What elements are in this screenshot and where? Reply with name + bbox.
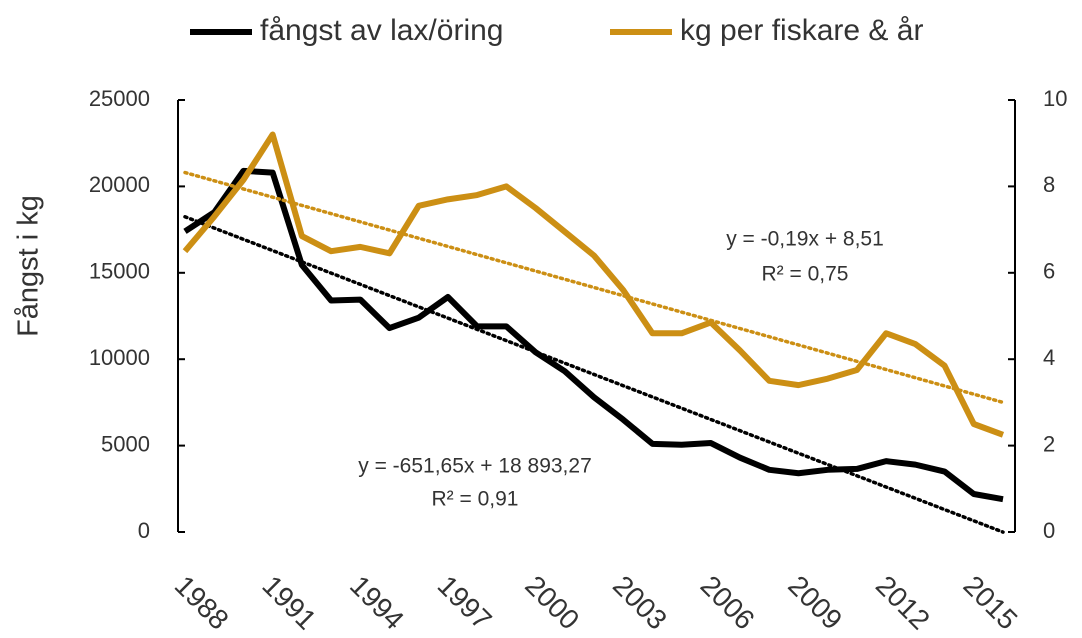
x-tick-label: 2000 bbox=[519, 570, 585, 636]
series-line bbox=[183, 167, 1004, 503]
series-line bbox=[182, 131, 1005, 438]
trend-equation: y = -0,19x + 8,51 bbox=[726, 228, 884, 251]
x-tick-label: 2006 bbox=[695, 570, 761, 636]
x-tick-label: 2015 bbox=[958, 570, 1024, 636]
x-tick-label: 2003 bbox=[607, 570, 673, 636]
legend-label: kg per fiskare & år bbox=[680, 14, 923, 47]
trend-line bbox=[183, 215, 1005, 534]
trend-r2: R² = 0,75 bbox=[762, 263, 849, 286]
y2-tick-label: 4 bbox=[1043, 345, 1055, 370]
y2-tick-label: 2 bbox=[1043, 431, 1055, 456]
y-tick-label: 5000 bbox=[101, 431, 150, 456]
y-tick-label: 20000 bbox=[89, 172, 150, 197]
y2-tick-label: 10 bbox=[1043, 86, 1067, 111]
y-tick-label: 15000 bbox=[89, 259, 150, 284]
x-tick-label: 2009 bbox=[782, 570, 848, 636]
x-tick-label: 1997 bbox=[432, 570, 498, 636]
y-tick-label: 25000 bbox=[89, 86, 150, 111]
legend-label: fångst av lax/öring bbox=[260, 14, 503, 47]
trend-equation: y = -651,65x + 18 893,27 bbox=[358, 455, 592, 478]
trend-r2: R² = 0,91 bbox=[432, 488, 519, 511]
x-tick-label: 2012 bbox=[870, 570, 936, 636]
y-tick-label: 0 bbox=[138, 518, 150, 543]
y2-tick-label: 6 bbox=[1043, 259, 1055, 284]
x-tick-label: 1994 bbox=[344, 570, 410, 636]
y-axis-title: Fångst i kg bbox=[13, 195, 45, 337]
trend-line bbox=[183, 170, 1005, 405]
y2-tick-label: 8 bbox=[1043, 172, 1055, 197]
y-tick-label: 10000 bbox=[89, 345, 150, 370]
x-tick-label: 1988 bbox=[169, 570, 235, 636]
x-tick-label: 1991 bbox=[256, 570, 322, 636]
y2-tick-label: 0 bbox=[1043, 518, 1055, 543]
